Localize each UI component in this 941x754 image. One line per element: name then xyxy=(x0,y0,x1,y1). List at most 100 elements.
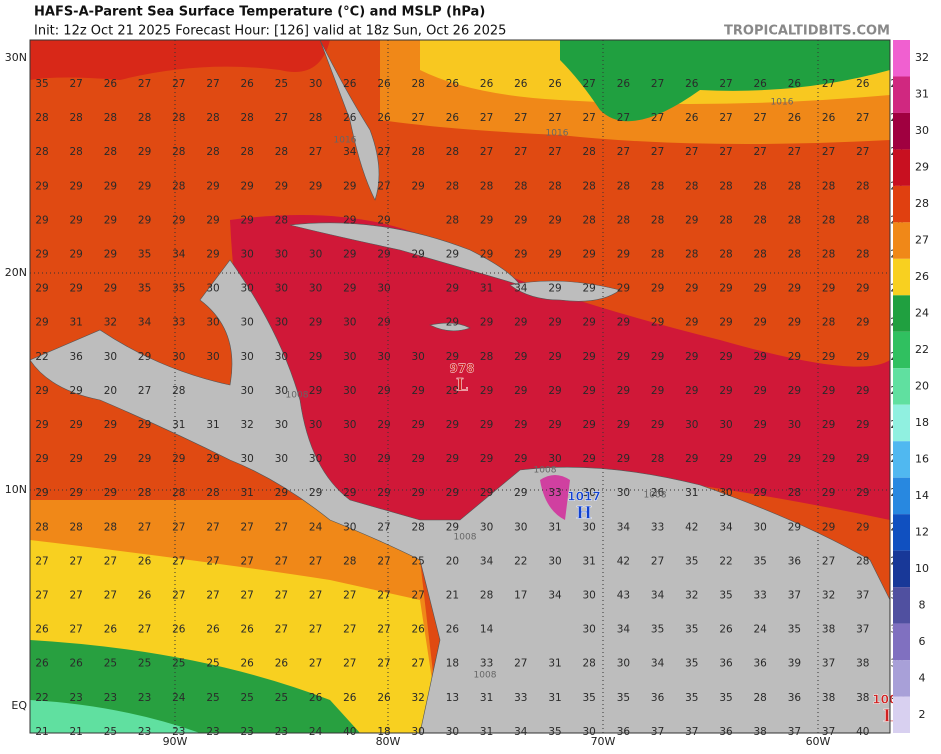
sst-value: 29 xyxy=(583,317,596,329)
sst-value: 31 xyxy=(548,658,561,670)
sst-value: 30 xyxy=(617,658,630,670)
sst-value: 29 xyxy=(104,180,117,192)
sst-value: 29 xyxy=(275,180,288,192)
sst-value: 30 xyxy=(206,317,219,329)
sst-value: 34 xyxy=(480,555,494,567)
sst-value: 22 xyxy=(35,692,48,704)
sst-value: 27 xyxy=(206,555,219,567)
sst-value: 34 xyxy=(172,249,186,261)
sst-value: 37 xyxy=(685,726,698,738)
sst-value: 27 xyxy=(138,78,151,90)
sst-value: 26 xyxy=(343,78,357,90)
sst-value: 27 xyxy=(822,78,835,90)
sst-value: 28 xyxy=(856,555,869,567)
sst-value: 30 xyxy=(617,487,630,499)
sst-value: 27 xyxy=(206,521,219,533)
sst-value: 34 xyxy=(548,590,562,602)
sst-value: 27 xyxy=(343,590,356,602)
sst-value: 31 xyxy=(241,487,254,499)
sst-value: 26 xyxy=(206,624,220,636)
sst-value: 30 xyxy=(206,283,219,295)
sst-value: 29 xyxy=(856,351,869,363)
sst-value: 29 xyxy=(35,283,48,295)
sst-value: 27 xyxy=(275,555,288,567)
sst-value: 35 xyxy=(35,78,48,90)
sst-value: 29 xyxy=(548,351,561,363)
lon-label: 70W xyxy=(591,735,616,748)
sst-value: 34 xyxy=(617,521,631,533)
sst-value: 26 xyxy=(70,658,84,670)
sst-value: 29 xyxy=(275,487,288,499)
colorbar-label: 32 xyxy=(915,51,929,64)
sst-value: 31 xyxy=(70,317,83,329)
sst-value: 27 xyxy=(104,590,117,602)
lat-label: 20N xyxy=(5,266,27,279)
sst-value: 27 xyxy=(138,385,151,397)
sst-value: 30 xyxy=(446,726,459,738)
sst-value: 29 xyxy=(788,521,801,533)
sst-value: 29 xyxy=(241,180,254,192)
overlay: 10161016101610081008100810081008978L1017… xyxy=(30,40,906,733)
pressure-symbol: L xyxy=(456,376,468,396)
sst-value: 29 xyxy=(70,214,83,226)
sst-value: 40 xyxy=(343,726,356,738)
sst-value: 29 xyxy=(70,453,83,465)
sst-value: 28 xyxy=(412,78,425,90)
sst-value: 29 xyxy=(480,419,493,431)
sst-value: 30 xyxy=(514,521,527,533)
sst-value: 29 xyxy=(70,419,83,431)
sst-value: 18 xyxy=(377,726,390,738)
sst-value: 29 xyxy=(309,385,322,397)
sst-value: 29 xyxy=(822,521,835,533)
sst-value: 28 xyxy=(206,487,219,499)
sst-value: 29 xyxy=(685,351,698,363)
colorbar-label: 14 xyxy=(915,489,929,502)
sst-value: 29 xyxy=(412,453,425,465)
sst-value: 27 xyxy=(275,521,288,533)
sst-value: 22 xyxy=(514,555,527,567)
sst-value: 31 xyxy=(480,726,493,738)
sst-value: 36 xyxy=(788,692,802,704)
sst-value: 28 xyxy=(480,351,493,363)
colorbar-swatch xyxy=(893,185,910,223)
sst-hot xyxy=(540,475,570,520)
sst-value: 29 xyxy=(343,487,356,499)
sst-value: 25 xyxy=(104,658,117,670)
sst-value: 30 xyxy=(754,521,767,533)
sst-value: 27 xyxy=(617,146,630,158)
sst-value: 42 xyxy=(617,555,630,567)
sst-value: 29 xyxy=(754,487,767,499)
sst-value: 28 xyxy=(617,180,630,192)
sst-value: 29 xyxy=(104,419,117,431)
map: 35 27 26 27 27 27 26 25 30 26 26 28 26 26 26 26 27 26 27 26… xyxy=(29,39,906,738)
sst-value: 29 xyxy=(754,419,767,431)
sst-value: 28 xyxy=(822,249,835,261)
sst-value: 30 xyxy=(412,726,425,738)
sst-value: 30 xyxy=(275,385,288,397)
sst-value: 27 xyxy=(35,590,48,602)
sst-value: 29 xyxy=(172,453,185,465)
sst-value: 13 xyxy=(446,692,459,704)
sst-value: 36 xyxy=(788,555,802,567)
sst-value: 35 xyxy=(685,555,698,567)
sst-value: 24 xyxy=(309,521,323,533)
sst-value: 29 xyxy=(480,249,493,261)
sst-value: 29 xyxy=(548,214,561,226)
sst-value: 28 xyxy=(754,180,767,192)
sst-value: 27 xyxy=(309,590,322,602)
sst-value: 29 xyxy=(35,249,48,261)
sst-value: 43 xyxy=(617,590,630,602)
sst-value: 28 xyxy=(514,180,527,192)
sst-value: 24 xyxy=(309,726,323,738)
sst-value: 34 xyxy=(343,146,357,158)
sst-value: 30 xyxy=(241,283,254,295)
sst-value: 35 xyxy=(685,658,698,670)
sst-value: 27 xyxy=(377,658,390,670)
sst-value: 34 xyxy=(651,658,665,670)
sst-value: 31 xyxy=(206,419,219,431)
sst-value: 29 xyxy=(138,146,151,158)
sst-value: 30 xyxy=(343,351,356,363)
sst-value: 29 xyxy=(480,453,493,465)
colorbar-label: 10 xyxy=(915,562,929,575)
sst-value: 21 xyxy=(70,726,83,738)
